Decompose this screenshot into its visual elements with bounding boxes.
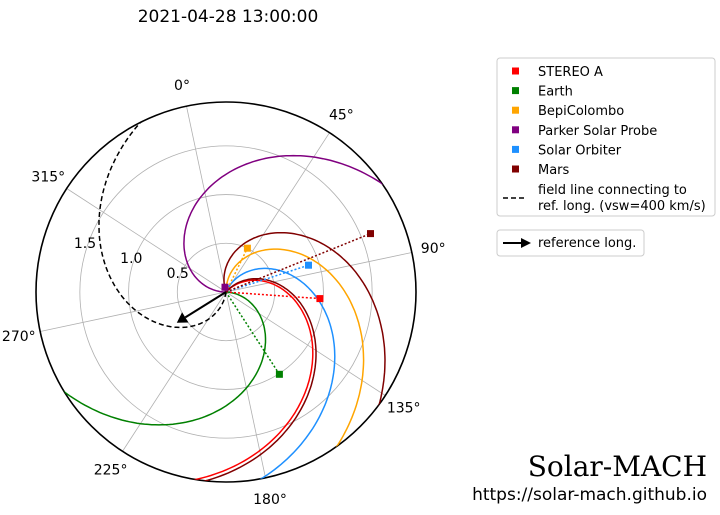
- legend-marker: [512, 145, 519, 153]
- radial-grid: [79, 145, 373, 439]
- brand-name: Solar-MACH: [528, 450, 707, 483]
- chart-title: 2021-04-28 13:00:00: [138, 7, 319, 27]
- angular-grid-spoke: [40, 291, 227, 332]
- angle-tick-label: 225°: [94, 463, 128, 479]
- arrow-head-icon: [176, 312, 189, 323]
- radial-grid-circle: [128, 194, 324, 390]
- legend-marker: [512, 106, 519, 114]
- radial-grid-circle: [79, 145, 373, 439]
- radial-grid-circle: [176, 242, 276, 342]
- angle-tick-labels: 0° 45° 90° 135° 180° 225° 270° 315°: [2, 78, 446, 508]
- field-line: [96, 279, 314, 482]
- angular-grid-spoke: [66, 188, 227, 293]
- angle-tick-label: 45°: [329, 107, 354, 123]
- reference-legend-label: reference long.: [538, 236, 636, 251]
- connector-line: [225, 247, 249, 293]
- reference-legend: reference long.: [496, 229, 645, 257]
- angle-tick-label: 180°: [253, 492, 287, 508]
- connector-lines: [224, 232, 371, 375]
- angle-tick-label: 135°: [387, 400, 421, 416]
- connector-line: [225, 291, 281, 375]
- field-lines: [36, 102, 416, 482]
- reference-arrow: [176, 291, 227, 323]
- radius-tick-labels: 0.5 1.0 1.5: [74, 236, 189, 282]
- angular-grid-spoke: [225, 252, 412, 293]
- field-line: [183, 154, 416, 293]
- field-line: [225, 248, 365, 482]
- angle-tick-label: 0°: [174, 78, 190, 94]
- angular-grid-spoke: [225, 291, 266, 478]
- reference-legend-frame: [496, 229, 645, 257]
- body-marker: [243, 244, 251, 252]
- radius-tick-label: 0.5: [167, 266, 189, 282]
- body-marker: [305, 261, 312, 269]
- legend: STEREO A Earth BepiColombo Parker Solar Pro…: [496, 57, 716, 217]
- legend-marker: [512, 126, 519, 134]
- legend-entries: STEREO A Earth BepiColombo Parker Solar Pro…: [512, 65, 657, 178]
- body-marker: [275, 370, 283, 378]
- legend-fieldline-label-1: field line connecting to: [538, 183, 687, 198]
- field-line: [36, 291, 267, 426]
- legend-label: Parker Solar Probe: [538, 124, 657, 139]
- legend-label: STEREO A: [538, 65, 603, 80]
- arrow-head-icon: [521, 238, 531, 248]
- body-marker: [367, 230, 374, 238]
- legend-label: Mars: [538, 163, 570, 178]
- legend-marker: [512, 67, 519, 75]
- body-markers: [221, 230, 374, 378]
- reference-arrow-shaft: [184, 291, 227, 319]
- angular-grid-spoke: [225, 132, 330, 293]
- polar-axes: 0° 45° 90° 135° 180° 225° 270° 315° 0.5 1.0 1.5: [2, 78, 446, 508]
- brand-url[interactable]: https://solar-mach.github.io: [472, 485, 707, 505]
- legend-label: Solar Orbiter: [538, 143, 622, 158]
- angle-tick-label: 315°: [31, 170, 65, 186]
- angle-tick-label: 90°: [421, 241, 446, 257]
- connector-line: [225, 264, 309, 293]
- legend-frame: [496, 57, 716, 217]
- connector-line: [225, 232, 371, 293]
- field-line: [166, 267, 336, 482]
- body-marker: [221, 283, 229, 291]
- angular-grid: [40, 106, 412, 478]
- radius-tick-label: 1.0: [120, 251, 142, 267]
- legend-marker: [512, 87, 519, 95]
- legend-fieldline-label-2: ref. long. (vsw=400 km/s): [538, 199, 706, 214]
- legend-marker: [512, 165, 519, 173]
- radius-tick-label: 1.5: [74, 236, 96, 252]
- legend-label: Earth: [538, 85, 573, 100]
- angular-grid-spoke: [186, 106, 227, 293]
- field-line: [223, 231, 386, 482]
- polar-frame: [35, 101, 417, 483]
- reference-field-line: [98, 102, 227, 329]
- angle-tick-label: 270°: [2, 329, 36, 345]
- field-line: [106, 277, 317, 482]
- angular-grid-spoke: [225, 291, 386, 396]
- angular-grid-spoke: [122, 291, 227, 452]
- body-marker: [316, 295, 324, 303]
- legend-label: BepiColombo: [538, 104, 624, 119]
